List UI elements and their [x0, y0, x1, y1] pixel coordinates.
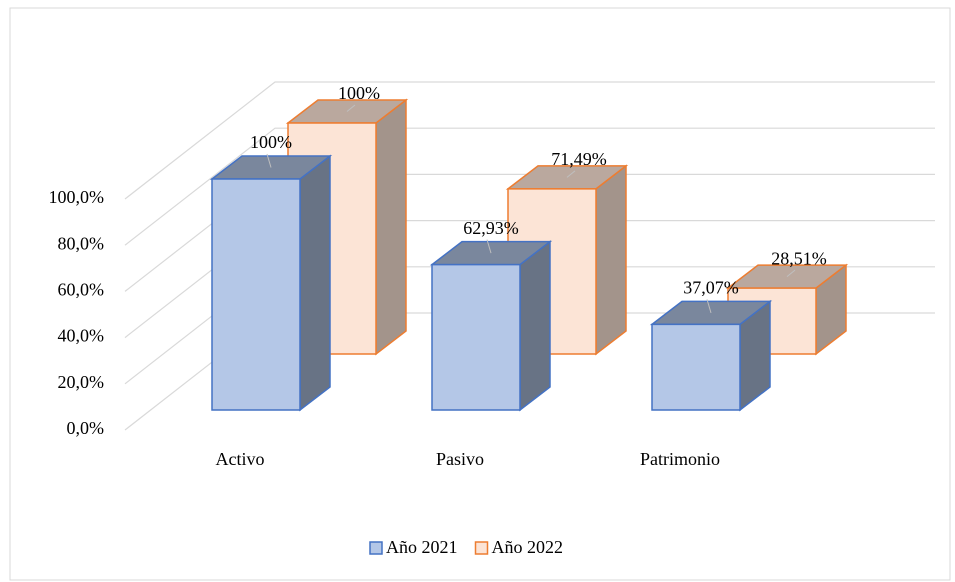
- label-leader: [266, 153, 272, 168]
- label-leader: [486, 239, 492, 254]
- label-leader: [566, 170, 576, 178]
- y-tick-label: 40,0%: [58, 326, 105, 346]
- y-tick-label: 20,0%: [58, 372, 105, 392]
- label-leader: [706, 299, 712, 314]
- y-tick-label: 80,0%: [58, 233, 105, 253]
- y-tick-label: 60,0%: [58, 280, 105, 300]
- data-label: 37,07%: [683, 277, 739, 297]
- bar-side: [375, 98, 407, 356]
- legend-swatch: [474, 541, 489, 555]
- bar-side: [519, 240, 551, 412]
- bar: [209, 154, 333, 412]
- bar: [505, 164, 629, 356]
- data-label: 28,51%: [771, 248, 827, 268]
- legend-label: Año 2022: [492, 537, 564, 557]
- bar-side: [299, 154, 331, 412]
- x-tick-label: Patrimonio: [640, 449, 720, 469]
- grid-line: [124, 127, 935, 246]
- bar: [429, 240, 553, 412]
- x-tick-label: Pasivo: [436, 449, 484, 469]
- x-tick-label: Activo: [216, 449, 265, 469]
- bar-front: [651, 323, 741, 411]
- data-label: 100%: [250, 132, 292, 152]
- bar-side: [595, 164, 627, 356]
- bar: [649, 299, 773, 412]
- legend-swatch: [369, 541, 383, 555]
- legend-label: Año 2021: [386, 537, 458, 557]
- label-leader: [786, 269, 796, 278]
- grid-line: [124, 81, 935, 200]
- data-label: 62,93%: [463, 218, 519, 238]
- data-label: 100%: [338, 83, 380, 103]
- bar-front: [211, 178, 301, 411]
- y-tick-label: 100,0%: [49, 187, 105, 207]
- bar-front: [431, 263, 521, 411]
- label-leader: [346, 104, 356, 112]
- y-tick-label: 0,0%: [67, 418, 105, 438]
- data-label: 71,49%: [551, 149, 607, 169]
